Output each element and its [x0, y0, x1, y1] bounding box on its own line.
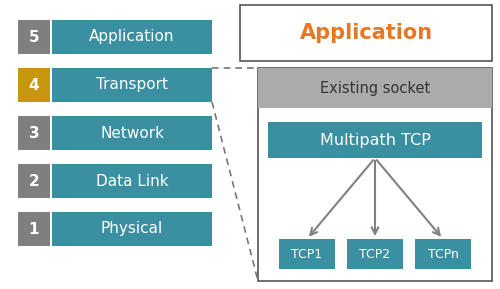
Text: Application: Application [89, 29, 175, 45]
FancyBboxPatch shape [18, 20, 50, 54]
Text: TCP1: TCP1 [292, 247, 322, 260]
FancyBboxPatch shape [52, 20, 212, 54]
Text: 5: 5 [28, 29, 40, 45]
Text: Data Link: Data Link [96, 173, 168, 188]
Text: 4: 4 [28, 77, 40, 92]
FancyBboxPatch shape [18, 212, 50, 246]
FancyBboxPatch shape [18, 116, 50, 150]
FancyBboxPatch shape [52, 68, 212, 102]
FancyBboxPatch shape [268, 122, 482, 158]
FancyBboxPatch shape [258, 68, 492, 108]
FancyBboxPatch shape [415, 239, 471, 269]
FancyBboxPatch shape [258, 68, 492, 281]
Text: Physical: Physical [101, 221, 163, 236]
FancyBboxPatch shape [240, 5, 492, 61]
FancyBboxPatch shape [52, 164, 212, 198]
FancyBboxPatch shape [52, 212, 212, 246]
FancyBboxPatch shape [18, 164, 50, 198]
Text: TCP2: TCP2 [360, 247, 390, 260]
Text: 2: 2 [28, 173, 40, 188]
Text: 3: 3 [28, 125, 40, 140]
Text: TCPn: TCPn [428, 247, 458, 260]
Text: Transport: Transport [96, 77, 168, 92]
Text: Application: Application [300, 23, 432, 43]
FancyBboxPatch shape [18, 68, 50, 102]
FancyBboxPatch shape [52, 116, 212, 150]
FancyBboxPatch shape [347, 239, 403, 269]
Text: 1: 1 [29, 221, 39, 236]
FancyBboxPatch shape [279, 239, 335, 269]
Text: Network: Network [100, 125, 164, 140]
Text: Multipath TCP: Multipath TCP [320, 132, 430, 147]
Text: Existing socket: Existing socket [320, 81, 430, 95]
